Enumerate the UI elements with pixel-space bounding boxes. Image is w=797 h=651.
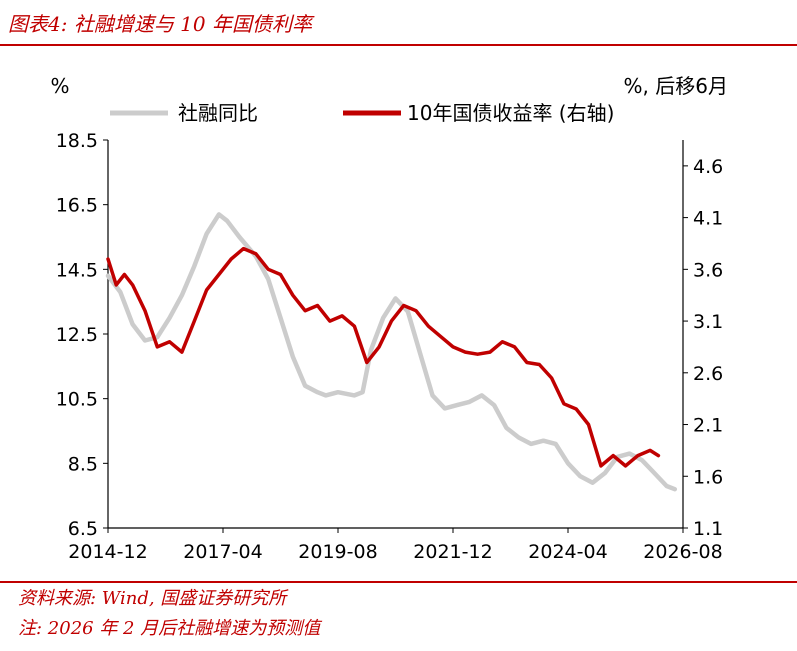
x-tick-label: 2014-12 bbox=[68, 541, 147, 563]
right-tick-label: 3.1 bbox=[693, 311, 723, 333]
line-chart: 社融同比 10年国债收益率 (右轴) 6.5 8.5 10.5 12.5 14.5 16.5… bbox=[50, 74, 728, 563]
left-tick-label: 12.5 bbox=[56, 324, 98, 346]
right-tick-label: 3.6 bbox=[693, 259, 723, 281]
right-tick-label: 2.1 bbox=[693, 415, 723, 437]
x-tick-label: 2019-08 bbox=[298, 541, 377, 563]
right-tick-label: 4.1 bbox=[693, 208, 723, 230]
left-tick-label: 18.5 bbox=[56, 130, 98, 152]
left-tick-label: 6.5 bbox=[68, 518, 98, 540]
x-tick-label: 2017-04 bbox=[183, 541, 262, 563]
right-tick-label: 4.6 bbox=[693, 156, 723, 178]
left-tick-label: 8.5 bbox=[68, 453, 98, 475]
figure-title: 图表4: 社融增速与 10 年国债利率 bbox=[8, 12, 312, 36]
forecast-note: 注: 2026 年 2 月后社融增速为预测值 bbox=[18, 618, 321, 639]
title-divider bbox=[0, 44, 797, 46]
series-line-social-financing bbox=[105, 212, 678, 492]
axis-labels: 6.5 8.5 10.5 12.5 14.5 16.5 18.5 1.1 1.6 2.1 2.6 3.… bbox=[50, 74, 728, 563]
x-tick-label: 2021-12 bbox=[413, 541, 492, 563]
chart-axes bbox=[103, 139, 688, 533]
x-tick-label: 2026-08 bbox=[643, 541, 722, 563]
source-note: 资料来源: Wind, 国盛证券研究所 bbox=[18, 588, 287, 609]
series-line-10y-bond-yield bbox=[106, 246, 661, 468]
right-tick-label: 2.6 bbox=[693, 363, 723, 385]
right-tick-label: 1.1 bbox=[693, 518, 723, 540]
left-tick-label: 10.5 bbox=[56, 389, 98, 411]
footer-divider bbox=[0, 581, 797, 583]
legend-label: 10年国债收益率 (右轴) bbox=[407, 101, 614, 125]
right-unit-label: %, 后移6月 bbox=[624, 74, 728, 98]
x-tick-label: 2024-04 bbox=[528, 541, 607, 563]
legend-label: 社融同比 bbox=[178, 101, 258, 125]
left-tick-label: 14.5 bbox=[56, 259, 98, 281]
series-layer bbox=[105, 212, 678, 492]
left-unit-label: % bbox=[50, 74, 69, 98]
left-tick-label: 16.5 bbox=[56, 195, 98, 217]
legend: 社融同比 10年国债收益率 (右轴) bbox=[110, 101, 614, 125]
right-tick-label: 1.6 bbox=[693, 466, 723, 488]
